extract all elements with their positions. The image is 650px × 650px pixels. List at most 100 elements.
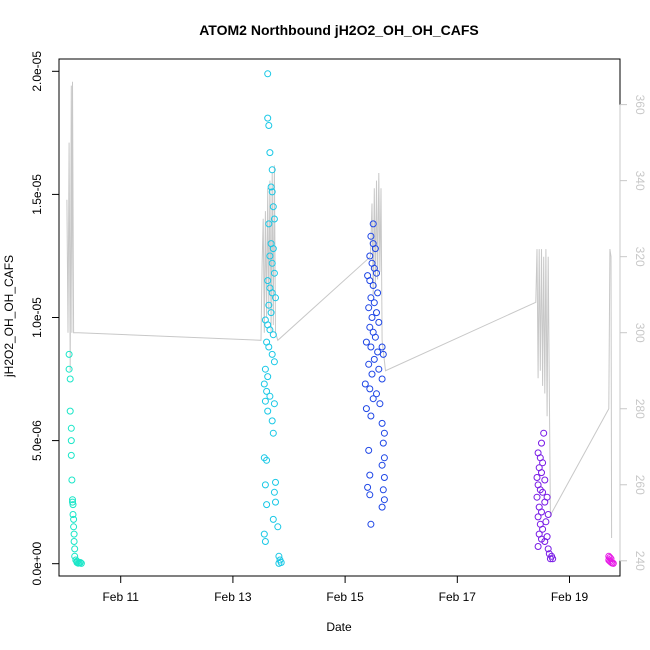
data-point-1 xyxy=(69,501,77,509)
data-point-3 xyxy=(362,405,370,413)
right-axis-series-line xyxy=(66,81,613,539)
right-tick-label: 280 xyxy=(633,399,647,419)
data-point-2 xyxy=(265,220,273,228)
y-tick-label: 2.0e-05 xyxy=(30,51,44,92)
y-axis-label: jH2O2_OH_OH_CAFS xyxy=(2,255,16,378)
data-point-1 xyxy=(69,496,76,504)
data-point-2 xyxy=(269,331,277,339)
y-tick-label: 5.0e-06 xyxy=(30,420,44,461)
right-tick-label: 320 xyxy=(633,247,647,267)
data-point-2 xyxy=(263,387,271,395)
data-point-4 xyxy=(540,429,548,437)
data-point-2 xyxy=(269,245,277,253)
data-point-1 xyxy=(65,365,73,373)
x-tick-label: Feb 19 xyxy=(551,590,589,604)
data-point-2 xyxy=(270,215,278,223)
y-tick-label: 1.0e-05 xyxy=(30,297,44,338)
y-tick-label: 1.5e-05 xyxy=(30,174,44,215)
data-point-3 xyxy=(380,429,388,437)
right-tick-label: 260 xyxy=(633,475,647,495)
data-point-3 xyxy=(370,299,378,307)
data-point-2 xyxy=(269,429,277,437)
data-point-3 xyxy=(380,496,388,504)
data-point-4 xyxy=(549,555,557,563)
data-point-2 xyxy=(260,380,268,388)
data-point-1 xyxy=(71,545,79,553)
x-tick-label: Feb 15 xyxy=(326,590,364,604)
data-point-3 xyxy=(371,333,379,341)
data-point-1 xyxy=(67,424,75,432)
data-point-1 xyxy=(69,498,76,506)
data-point-3 xyxy=(368,370,376,378)
data-point-3 xyxy=(376,400,384,408)
data-point-3 xyxy=(378,375,386,383)
right-axis-line xyxy=(66,81,613,539)
data-point-3 xyxy=(378,503,386,511)
axes: Feb 11 Feb 13 Feb 15 Feb 17 Feb 19 0.0e+00 5.0… xyxy=(30,51,647,604)
data-point-3 xyxy=(367,343,375,351)
x-tick-label: Feb 11 xyxy=(102,590,139,604)
data-point-4 xyxy=(538,508,545,516)
data-point-4 xyxy=(543,493,551,501)
data-point-3 xyxy=(373,309,380,317)
chart-title: ATOM2 Northbound jH2O2_OH_OH_CAFS xyxy=(199,22,479,38)
data-point-5 xyxy=(609,559,617,567)
data-point-3 xyxy=(366,385,374,393)
data-point-2 xyxy=(263,501,271,509)
data-point-2 xyxy=(270,269,278,277)
data-point-2 xyxy=(266,392,274,400)
data-point-1 xyxy=(70,530,78,538)
data-point-1 xyxy=(73,557,81,565)
data-point-2 xyxy=(261,481,269,489)
data-point-3 xyxy=(367,294,375,302)
data-point-3 xyxy=(364,483,372,491)
plot-frame xyxy=(58,58,621,577)
data-point-2 xyxy=(266,326,274,334)
data-point-2 xyxy=(264,70,272,78)
data-point-1 xyxy=(66,407,74,415)
right-tick-label: 340 xyxy=(633,171,647,191)
data-point-4 xyxy=(539,525,547,533)
data-point-2 xyxy=(264,114,272,122)
data-point-3 xyxy=(379,486,387,494)
y-tick-label: 0.0e+00 xyxy=(30,542,44,586)
data-point-3 xyxy=(379,350,387,358)
data-point-2 xyxy=(268,188,276,196)
data-point-3 xyxy=(375,318,383,326)
data-point-3 xyxy=(366,323,374,331)
data-point-3 xyxy=(375,365,383,373)
data-point-2 xyxy=(264,407,272,415)
x-tick-label: Feb 17 xyxy=(439,590,477,604)
data-point-2 xyxy=(268,289,276,297)
data-point-2 xyxy=(265,122,273,129)
data-point-2 xyxy=(264,277,272,285)
data-point-1 xyxy=(70,515,78,523)
data-point-2 xyxy=(268,417,276,425)
data-point-1 xyxy=(65,350,73,358)
data-point-3 xyxy=(371,245,379,253)
data-point-2 xyxy=(260,530,268,538)
data-point-3 xyxy=(367,520,375,528)
data-point-1 xyxy=(66,375,74,383)
data-point-2 xyxy=(268,350,276,358)
data-point-3 xyxy=(374,348,382,356)
data-point-2 xyxy=(270,400,278,408)
data-point-3 xyxy=(379,439,387,447)
data-point-3 xyxy=(367,232,375,240)
data-point-3 xyxy=(368,314,376,321)
data-point-2 xyxy=(272,478,279,486)
data-point-4 xyxy=(539,488,547,496)
data-point-1 xyxy=(70,538,78,545)
data-point-4 xyxy=(544,545,552,553)
data-point-2 xyxy=(268,259,276,267)
data-point-1 xyxy=(67,451,75,459)
data-point-3 xyxy=(378,343,386,351)
data-point-3 xyxy=(373,390,380,398)
data-point-3 xyxy=(373,269,380,277)
data-point-2 xyxy=(261,397,269,405)
data-point-4 xyxy=(539,459,547,467)
data-point-2 xyxy=(268,166,276,174)
data-point-2 xyxy=(265,301,273,309)
data-point-2 xyxy=(269,515,277,523)
data-point-2 xyxy=(275,552,283,560)
